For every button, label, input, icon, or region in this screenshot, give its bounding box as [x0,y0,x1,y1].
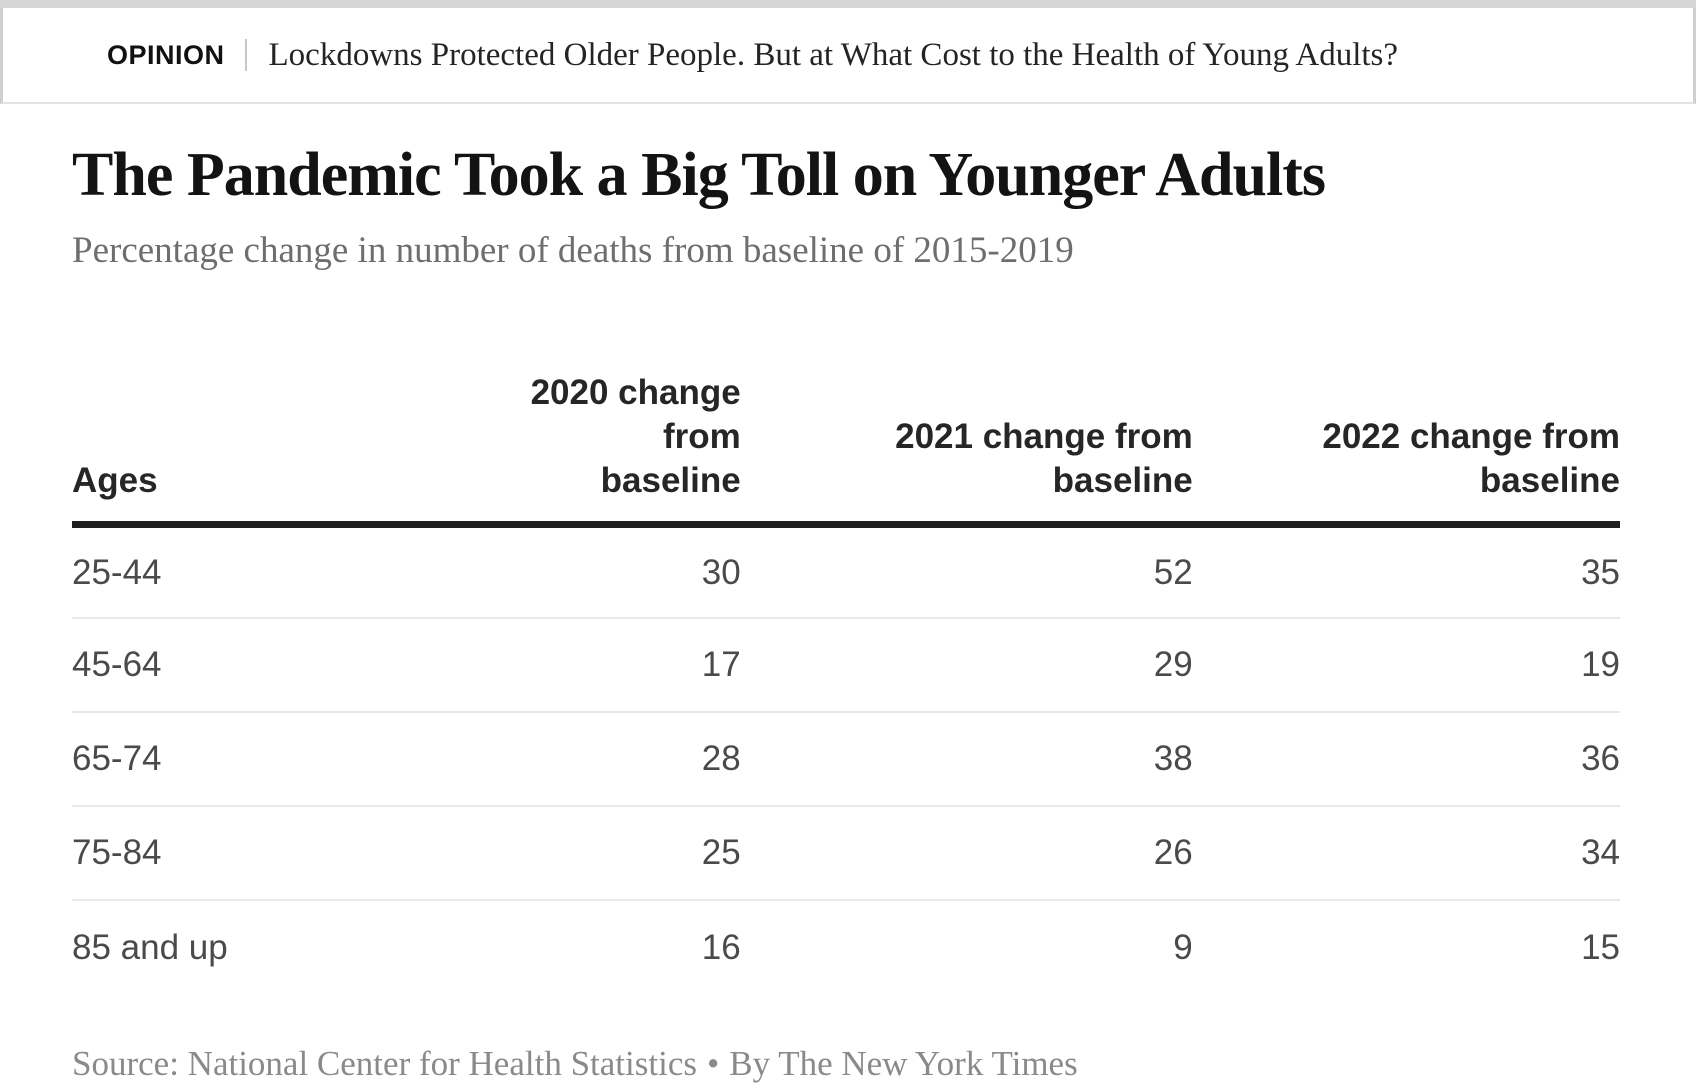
article-content: The Pandemic Took a Big Toll on Younger … [0,138,1696,1086]
column-header-2021: 2021 change from baseline [740,337,1193,528]
table-header: Ages 2020 change from baseline 2021 chang… [72,337,1620,528]
page-subtitle: Percentage change in number of deaths fr… [72,229,1074,271]
table-row: 85 and up 16 9 15 [72,900,1620,994]
opinion-kicker: OPINION [107,39,225,70]
table-row: 75-84 25 26 34 [72,806,1620,902]
age-group-cell: 85 and up [72,927,228,967]
column-header-2020-line1: 2020 change from [530,372,741,456]
column-header-2022-line1: 2022 change from [1322,416,1620,456]
value-2022-cell: 36 [1192,712,1620,808]
page-title: The Pandemic Took a Big Toll on Younger … [72,141,1326,209]
column-header-2021-line1: 2021 change from [895,416,1193,456]
value-2021-cell: 52 [740,524,1193,620]
source-text: Source: National Center for Health Stati… [72,1044,697,1084]
column-header-2021-line2: baseline [1052,460,1193,500]
article-headline-link[interactable]: Lockdowns Protected Older People. But at… [268,36,1399,73]
value-2020-cell: 28 [443,712,741,808]
value-2021-cell: 26 [740,806,1193,902]
value-2021-cell: 29 [740,618,1193,714]
header-divider [244,39,247,71]
table-row: 65-74 28 38 36 [72,712,1620,808]
age-group-cell: 65-74 [72,712,444,808]
column-header-2020: 2020 change from baseline [443,337,741,528]
value-2021-cell: 38 [740,712,1193,808]
source-credit: Source: National Center for Health Stati… [72,1042,1620,1086]
value-2021-cell: 9 [1173,927,1193,967]
table-row: 25-44 30 52 35 [72,524,1620,620]
value-2020-cell: 30 [443,524,741,620]
value-2022-cell: 34 [1192,806,1620,902]
value-2022-cell: 19 [1192,618,1620,714]
column-header-2022: 2022 change from baseline [1192,337,1620,528]
table-header-row: Ages 2020 change from baseline 2021 chang… [72,337,1620,528]
window-top-strip [0,0,1696,8]
byline-text: By The New York Times [729,1044,1078,1084]
column-header-2022-line2: baseline [1479,460,1620,500]
age-group-cell: 75-84 [72,806,444,902]
opinion-header-bar[interactable]: OPINION Lockdowns Protected Older People… [0,8,1696,104]
value-2020-cell: 25 [443,806,741,902]
column-header-2020-line2: baseline [600,460,741,500]
bullet-separator: • [706,1044,720,1084]
deaths-change-table: Ages 2020 change from baseline 2021 chang… [72,337,1620,995]
age-group-cell: 45-64 [72,618,444,714]
value-2022-cell: 15 [1581,927,1620,967]
column-header-ages: Ages [72,337,444,528]
age-group-cell: 25-44 [72,524,444,620]
table-row: 45-64 17 29 19 [72,618,1620,714]
value-2020-cell: 17 [443,618,741,714]
value-2022-cell: 35 [1192,524,1620,620]
value-2020-cell: 16 [701,927,741,967]
table-body: 25-44 30 52 35 45-64 17 29 19 65-74 28 3… [72,524,1620,994]
